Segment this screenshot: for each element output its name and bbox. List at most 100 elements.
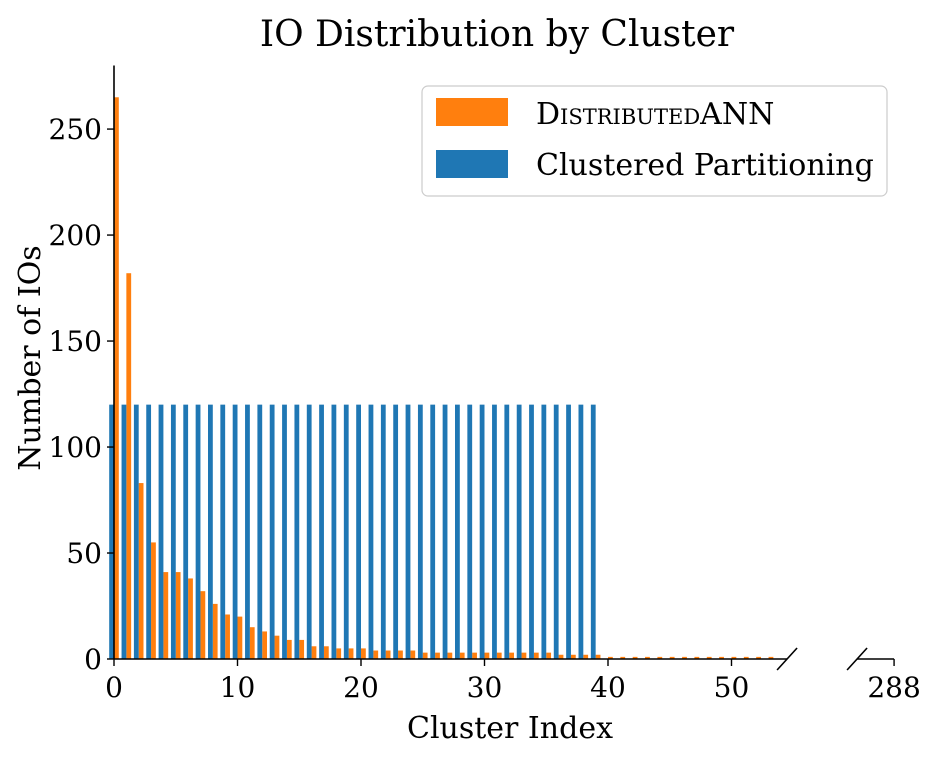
y-tick-label-150: 150	[49, 325, 102, 358]
bar-clustered-partitioning-14	[282, 404, 287, 659]
bar-clustered-partitioning-35	[541, 404, 547, 659]
y-tick-label-200: 200	[49, 219, 102, 252]
bar-distributedann-51	[743, 656, 749, 659]
bar-distributedann-7	[200, 591, 206, 659]
bar-distributedann-28	[459, 652, 465, 659]
bar-distributedann-52	[756, 656, 761, 659]
bar-clustered-partitioning-29	[467, 404, 473, 659]
bar-clustered-partitioning-5	[170, 404, 176, 659]
bar-distributedann-35	[546, 652, 552, 659]
bar-distributedann-12	[262, 631, 267, 659]
bar-distributedann-53	[768, 656, 774, 659]
bar-distributedann-19	[348, 648, 354, 659]
bar-distributedann-49	[719, 656, 724, 659]
bar-clustered-partitioning-34	[529, 404, 534, 659]
bar-distributedann-18	[336, 648, 342, 659]
bar-distributedann-1	[126, 273, 132, 659]
bar-clustered-partitioning-23	[393, 404, 399, 659]
bar-clustered-partitioning-19	[343, 404, 349, 659]
bar-clustered-partitioning-4	[158, 404, 164, 659]
bar-clustered-partitioning-27	[442, 404, 448, 659]
bar-clustered-partitioning-31	[492, 404, 497, 659]
bar-clustered-partitioning-20	[356, 404, 361, 659]
bar-distributedann-4	[163, 572, 169, 659]
legend-label-clustered-partitioning: Clustered Partitioning	[536, 148, 874, 183]
bar-clustered-partitioning-3	[146, 404, 152, 659]
bar-clustered-partitioning-36	[553, 404, 559, 659]
bar-distributedann-33	[521, 652, 527, 659]
chart-title: IO Distribution by Cluster	[260, 14, 735, 55]
bar-clustered-partitioning-21	[368, 404, 374, 659]
legend-swatch-distributedann	[436, 98, 508, 126]
x-axis-break-mark-left	[776, 647, 798, 671]
bar-clustered-partitioning-28	[455, 404, 460, 659]
bar-distributedann-6	[188, 578, 193, 659]
bar-clustered-partitioning-17	[319, 404, 324, 659]
y-tick-label-100: 100	[49, 431, 102, 464]
bar-distributedann-32	[509, 652, 514, 659]
bar-clustered-partitioning-10	[232, 404, 238, 659]
x-tick-label-20: 20	[343, 671, 379, 704]
bar-distributedann-44	[657, 656, 663, 659]
bar-distributedann-34	[533, 652, 539, 659]
legend-frame	[421, 85, 888, 197]
axes-layer: 0 10 20 30 40 50 288 0 50 100 150 200 250	[49, 65, 921, 704]
bar-clustered-partitioning-9	[220, 404, 226, 659]
bar-distributedann-16	[311, 646, 317, 659]
bar-distributedann-0	[114, 97, 119, 659]
bar-distributedann-8	[212, 603, 218, 659]
bar-distributedann-45	[669, 656, 675, 659]
x-tick-label-50: 50	[714, 671, 750, 704]
bar-distributedann-37	[570, 654, 576, 659]
x-axis-label: Cluster Index	[407, 711, 613, 746]
bar-distributedann-9	[225, 614, 230, 659]
bar-clustered-partitioning-30	[479, 404, 485, 659]
bar-distributedann-11	[249, 627, 255, 659]
bar-distributedann-50	[731, 656, 737, 659]
y-axis-label: Number of IOs	[13, 245, 48, 470]
bar-distributedann-15	[299, 639, 305, 659]
bar-clustered-partitioning-15	[294, 404, 300, 659]
bar-clustered-partitioning-16	[306, 404, 312, 659]
legend-swatch-clustered-partitioning	[436, 150, 508, 178]
bar-distributedann-20	[361, 648, 366, 659]
bar-distributedann-25	[422, 652, 428, 659]
y-tick-label-50: 50	[66, 537, 102, 570]
bar-clustered-partitioning-38	[578, 404, 584, 659]
bar-distributedann-41	[620, 656, 626, 659]
x-tick-label-0: 0	[105, 671, 123, 704]
bar-distributedann-31	[496, 652, 502, 659]
x-tick-label-40: 40	[590, 671, 626, 704]
bar-clustered-partitioning-0	[109, 404, 114, 659]
bar-distributedann-29	[472, 652, 477, 659]
x-tick-label-30: 30	[467, 671, 503, 704]
bar-distributedann-3	[151, 542, 156, 659]
x-tick-label-10: 10	[220, 671, 256, 704]
bar-clustered-partitioning-6	[183, 404, 189, 659]
bar-clustered-partitioning-11	[245, 404, 250, 659]
bar-distributedann-42	[632, 656, 638, 659]
bar-clustered-partitioning-26	[430, 404, 436, 659]
bar-distributedann-2	[138, 483, 144, 659]
legend: DistributedANN Clustered Partitioning	[421, 85, 888, 197]
bar-distributedann-21	[373, 650, 379, 659]
bar-clustered-partitioning-2	[133, 404, 139, 659]
bar-distributedann-24	[410, 650, 416, 659]
bar-distributedann-23	[398, 650, 403, 659]
bar-distributedann-36	[558, 654, 564, 659]
bar-distributedann-47	[694, 656, 700, 659]
bar-distributedann-13	[274, 635, 280, 659]
bar-clustered-partitioning-7	[195, 404, 201, 659]
bar-distributedann-22	[385, 650, 391, 659]
bar-distributedann-27	[447, 652, 453, 659]
bar-clustered-partitioning-12	[257, 404, 263, 659]
bar-clustered-partitioning-22	[380, 404, 386, 659]
bar-clustered-partitioning-25	[417, 404, 423, 659]
bar-clustered-partitioning-8	[208, 404, 213, 659]
bar-clustered-partitioning-39	[590, 404, 596, 659]
bar-distributedann-14	[286, 639, 292, 659]
bar-distributedann-43	[645, 656, 650, 659]
y-tick-label-0: 0	[84, 643, 102, 676]
